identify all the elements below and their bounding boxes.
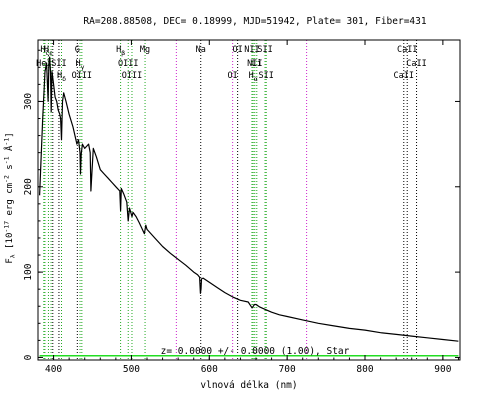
line-label-26: CaII — [397, 45, 417, 55]
line-label-15: Na — [196, 45, 206, 55]
line-label-12: OIII — [122, 71, 142, 81]
line-label-18: NII — [244, 45, 259, 55]
x-axis-label: vlnová délka (nm) — [200, 380, 297, 391]
line-label-23: SII — [259, 71, 274, 81]
x-tick-label-3: 700 — [279, 364, 296, 375]
line-label-17: OI — [233, 45, 243, 55]
line-label-1: Hε — [44, 45, 53, 57]
plot-frame — [37, 39, 461, 361]
line-label-7: G — [75, 45, 80, 55]
line-label-20: NII — [247, 59, 262, 69]
line-label-3: HeI — [36, 59, 51, 69]
y-tick-label-2: 200 — [23, 178, 34, 195]
x-axis: 400 500 600 700 800 900 — [45, 40, 459, 375]
line-label-10: Hβ — [116, 45, 125, 57]
y-axis: 0 100 200 300 — [23, 49, 460, 360]
x-tick-label-1: 500 — [123, 364, 140, 375]
line-label-21: Li — [252, 59, 262, 69]
chart-title: RA=208.88508, DEC= 0.18999, MJD=51942, P… — [83, 16, 426, 27]
redshift-annotation: z= 0.0000 +/- 0.0000 (1.00), Star — [161, 346, 350, 357]
series-line-0 — [39, 56, 459, 342]
spectrum-series — [39, 56, 459, 357]
y-axis-label: Fλ [10-17 erg cm-2 s-1 Å-1] — [3, 132, 17, 263]
y-tick-label-1: 100 — [23, 263, 34, 280]
x-tick-label-5: 900 — [434, 364, 451, 375]
line-label-9: OIII — [72, 71, 92, 81]
x-tick-label-0: 400 — [45, 364, 62, 375]
line-label-27: CaII — [406, 59, 426, 69]
spectral-line-markers — [43, 40, 418, 360]
line-label-16: OI — [228, 71, 238, 81]
line-label-0: Hζ — [40, 45, 49, 57]
line-label-13: Mg — [140, 45, 150, 55]
y-tick-label-3: 300 — [23, 93, 34, 110]
x-tick-label-2: 600 — [201, 364, 218, 375]
line-label-6: Hδ — [57, 71, 66, 83]
line-label-19: Hα — [249, 71, 258, 83]
line-label-8: Hγ — [76, 59, 85, 71]
line-label-22: SII — [257, 45, 272, 55]
y-tick-label-0: 0 — [23, 354, 34, 360]
line-label-25: CaII — [394, 71, 414, 81]
x-tick-label-4: 800 — [356, 364, 373, 375]
line-label-5: SII — [51, 59, 66, 69]
line-label-11: OIII — [118, 59, 138, 69]
